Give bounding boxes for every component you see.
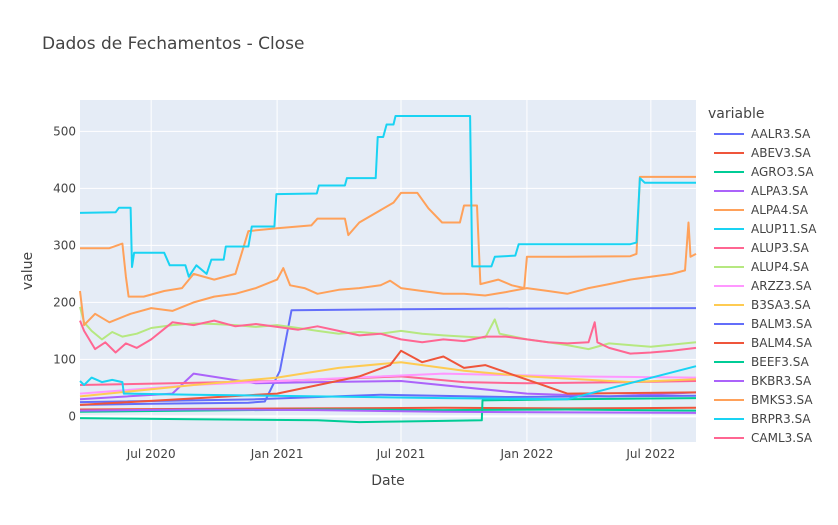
- legend-item[interactable]: ALPA4.SA: [708, 200, 836, 219]
- y-tick-label: 400: [53, 181, 76, 195]
- legend-swatch: [714, 151, 744, 154]
- legend-item[interactable]: ABEV3.SA: [708, 143, 836, 162]
- legend-label: BMKS3.SA: [751, 392, 813, 407]
- x-tick-label: Jul 2020: [126, 447, 176, 461]
- legend-swatch: [714, 132, 744, 135]
- legend-item[interactable]: CAML3.SA: [708, 428, 836, 447]
- legend-swatch: [714, 322, 744, 325]
- x-tick-label: Jan 2022: [500, 447, 554, 461]
- legend-items: AALR3.SA ABEV3.SA AGRO3.SA ALPA3.SA ALPA4.SA…: [708, 124, 836, 447]
- series-line-alpa4-sa[interactable]: [80, 175, 696, 298]
- legend-item[interactable]: AGRO3.SA: [708, 162, 836, 181]
- legend-item[interactable]: AALR3.SA: [708, 124, 836, 143]
- legend-swatch: [714, 208, 744, 211]
- legend-swatch: [714, 227, 744, 230]
- legend-item[interactable]: BALM3.SA: [708, 314, 836, 333]
- legend-swatch: [714, 303, 744, 306]
- legend-item[interactable]: ALUP4.SA: [708, 257, 836, 276]
- series-line-bmks3-sa[interactable]: [79, 221, 697, 327]
- series-line-agro3-sa[interactable]: [79, 397, 697, 424]
- legend-item[interactable]: BRPR3.SA: [708, 409, 836, 428]
- legend-item[interactable]: BMKS3.SA: [708, 390, 836, 409]
- legend-label: ABEV3.SA: [751, 145, 811, 160]
- series-line-b3sa3-sa[interactable]: [79, 361, 697, 398]
- legend-swatch: [714, 265, 744, 268]
- legend-item[interactable]: BKBR3.SA: [708, 371, 836, 390]
- series-line-alup3-sa[interactable]: [79, 375, 697, 386]
- legend-label: CAML3.SA: [751, 430, 813, 445]
- legend-label: ALPA4.SA: [751, 202, 809, 217]
- legend: variable AALR3.SA ABEV3.SA AGRO3.SA ALPA3.S…: [708, 104, 836, 447]
- legend-label: BRPR3.SA: [751, 411, 811, 426]
- legend-label: BKBR3.SA: [751, 373, 812, 388]
- x-tick-label: Jul 2021: [376, 447, 426, 461]
- legend-label: ALPA3.SA: [751, 183, 809, 198]
- y-tick-labels: 0 100 200 300 400 500: [53, 124, 76, 423]
- y-tick-label: 100: [53, 352, 76, 366]
- legend-swatch: [714, 398, 744, 401]
- legend-swatch: [714, 170, 744, 173]
- legend-label: BALM4.SA: [751, 335, 812, 350]
- y-tick-label: 300: [53, 238, 76, 252]
- series-line-balm3-sa[interactable]: [79, 393, 697, 404]
- legend-swatch: [714, 284, 744, 287]
- legend-title: variable: [708, 106, 765, 122]
- legend-item[interactable]: ALUP3.SA: [708, 238, 836, 257]
- legend-label: ALUP3.SA: [751, 240, 809, 255]
- series-line-caml3-sa[interactable]: [79, 319, 697, 355]
- legend-label: B3SA3.SA: [751, 297, 811, 312]
- x-tick-label: Jul 2022: [625, 447, 675, 461]
- legend-swatch: [714, 436, 744, 439]
- series-line-beef3-sa[interactable]: [79, 408, 697, 413]
- y-tick-label: 500: [53, 124, 76, 138]
- series-line-balm4-sa[interactable]: [79, 349, 697, 406]
- legend-item[interactable]: ALPA3.SA: [708, 181, 836, 200]
- legend-item[interactable]: B3SA3.SA: [708, 295, 836, 314]
- y-axis-title: value: [20, 252, 36, 290]
- legend-item[interactable]: ALUP11.SA: [708, 219, 836, 238]
- x-tick-labels: Jul 2020 Jan 2021 Jul 2021 Jan 2022 Jul 2022: [126, 447, 675, 461]
- legend-swatch: [714, 341, 744, 344]
- legend-swatch: [714, 417, 744, 420]
- legend-label: BALM3.SA: [751, 316, 812, 331]
- series-line-brpr3-sa[interactable]: [79, 365, 697, 401]
- legend-item[interactable]: ARZZ3.SA: [708, 276, 836, 295]
- series-line-alup11-sa[interactable]: [79, 115, 696, 278]
- legend-label: ALUP4.SA: [751, 259, 809, 274]
- series-lines: [79, 115, 697, 424]
- legend-label: AALR3.SA: [751, 126, 811, 141]
- series-line-bkbr3-sa[interactable]: [79, 408, 697, 414]
- legend-label: BEEF3.SA: [751, 354, 809, 369]
- legend-label: ARZZ3.SA: [751, 278, 812, 293]
- y-tick-label: 200: [53, 295, 76, 309]
- legend-swatch: [714, 189, 744, 192]
- y-tick-label: 0: [68, 409, 76, 423]
- grid-lines: [80, 100, 696, 442]
- series-line-aalr3-sa[interactable]: [79, 307, 697, 406]
- legend-swatch: [714, 360, 744, 363]
- legend-label: ALUP11.SA: [751, 221, 817, 236]
- legend-item[interactable]: BEEF3.SA: [708, 352, 836, 371]
- x-axis-title: Date: [371, 473, 404, 489]
- x-tick-label: Jan 2021: [250, 447, 304, 461]
- legend-swatch: [714, 246, 744, 249]
- legend-swatch: [714, 379, 744, 382]
- legend-label: AGRO3.SA: [751, 164, 814, 179]
- chart-title: Dados de Fechamentos - Close: [42, 34, 305, 54]
- legend-item[interactable]: BALM4.SA: [708, 333, 836, 352]
